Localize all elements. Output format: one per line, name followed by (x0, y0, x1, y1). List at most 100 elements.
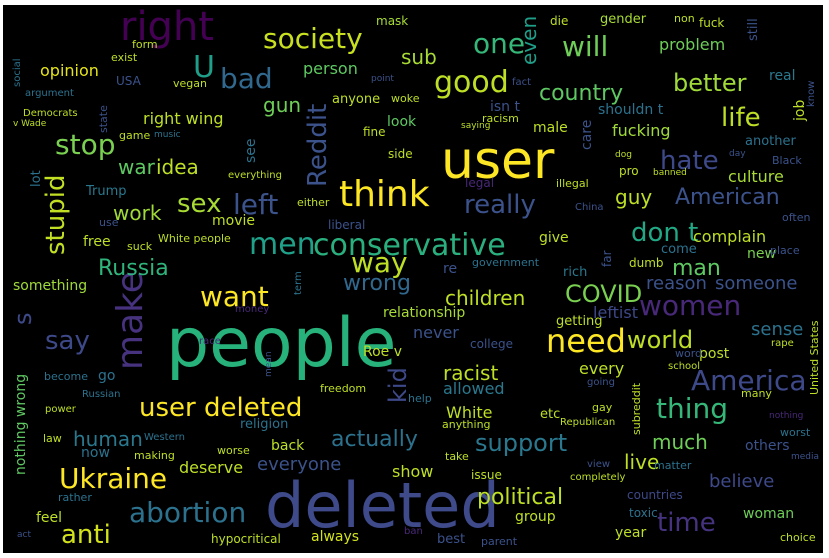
word-matter: matter (654, 459, 692, 472)
word-power: power (45, 404, 76, 415)
word-way: way (351, 246, 408, 279)
word-music: music (154, 130, 181, 140)
word-rich: rich (563, 265, 588, 280)
word-stupid: stupid (41, 174, 71, 255)
word-america: America (691, 364, 807, 397)
word-year: year (615, 525, 647, 541)
word-make: make (110, 271, 151, 370)
word-good: good (434, 65, 509, 100)
word-ban: ban (404, 526, 423, 537)
word-parent: parent (481, 535, 518, 548)
word-abortion: abortion (129, 496, 247, 529)
word-money: money (235, 304, 270, 315)
word-men: men (249, 227, 316, 262)
word-pro: pro (619, 164, 639, 178)
word-deleted: deleted (265, 469, 500, 542)
word-non: non (674, 12, 695, 25)
word-race: race (199, 336, 221, 347)
word-world: world (627, 326, 694, 354)
word-school: school (668, 361, 701, 372)
word-far: far (600, 250, 614, 267)
word-kid: kid (384, 367, 412, 403)
word-game: game (119, 129, 151, 142)
word-post: post (699, 346, 730, 362)
word-will: will (562, 30, 609, 63)
word-going: going (587, 377, 615, 388)
word-society: society (263, 22, 363, 55)
word-show: show (392, 462, 434, 481)
word-rather: rather (58, 491, 92, 504)
word-trump: Trump (86, 184, 127, 199)
word-don-t: don t (631, 218, 699, 248)
word-completely: completely (570, 472, 626, 483)
word-reason: reason (646, 273, 707, 294)
word-guy: guy (615, 185, 653, 209)
word-american: American (675, 185, 780, 210)
word-gay: gay (592, 401, 613, 414)
word-worse: worse (217, 444, 250, 457)
word-toxic: toxic (629, 506, 658, 520)
word-one: one (473, 27, 526, 60)
word-idea: idea (156, 155, 199, 179)
word-choice: choice (780, 531, 816, 544)
word-side: side (388, 147, 413, 161)
word-someone: someone (715, 273, 798, 294)
word-republican: Republican (560, 417, 616, 428)
word-dog: dog (615, 150, 632, 160)
word-conservative: conservative (313, 228, 506, 263)
word-support: support (475, 429, 568, 457)
word-united-states: United States (808, 320, 821, 396)
word-actually: actually (331, 427, 418, 452)
word-isn-t: isn t (490, 99, 520, 115)
word-war: war (118, 155, 155, 179)
word-women: women (639, 289, 742, 322)
word-making: making (134, 449, 175, 462)
word-many: many (741, 387, 772, 400)
word-racist: racist (443, 361, 499, 385)
word-culture: culture (728, 167, 784, 186)
word-white-people: White people (158, 232, 231, 245)
word-human: human (73, 427, 143, 451)
word-banned: banned (653, 168, 687, 178)
word-new: new (747, 246, 776, 262)
word-religion: religion (240, 417, 289, 432)
word-russia: Russia (98, 256, 169, 281)
word-woman: woman (743, 506, 795, 522)
word-become: become (44, 370, 89, 383)
word-even: even (517, 15, 541, 65)
word-feel: feel (36, 510, 63, 526)
word-hypocritical: hypocritical (211, 532, 281, 546)
word-leftist: leftist (593, 303, 638, 322)
word-never: never (413, 323, 459, 342)
word-anti: anti (61, 520, 111, 550)
word-wrong: wrong (343, 271, 411, 296)
word-think: think (339, 174, 430, 215)
word-help: help (408, 392, 432, 405)
word-see: see (243, 138, 259, 163)
word-bad: bad (220, 62, 273, 95)
word-government: government (472, 256, 540, 269)
word-u: U (193, 50, 215, 85)
word-time: time (657, 508, 716, 538)
word-point: point (371, 74, 394, 84)
word-day: day (729, 149, 746, 159)
word-still: still (746, 18, 761, 41)
word-user: user (441, 131, 555, 191)
word-sense: sense (751, 319, 804, 340)
word-college: college (470, 337, 513, 351)
word-people: people (166, 304, 397, 383)
word-complain: complain (693, 227, 767, 246)
word-reddit: Reddit (303, 103, 333, 187)
word-care: care (579, 119, 595, 150)
word-right-wing: right wing (143, 109, 224, 128)
word-thing: thing (656, 392, 729, 425)
word-covid: COVID (565, 280, 643, 308)
word-political: political (477, 485, 564, 510)
word-hate: hate (660, 146, 719, 176)
word-go: go (98, 368, 116, 384)
word-left: left (233, 188, 279, 221)
word-group: group (515, 509, 556, 525)
word-man: man (672, 256, 721, 281)
word-black: Black (772, 154, 802, 167)
